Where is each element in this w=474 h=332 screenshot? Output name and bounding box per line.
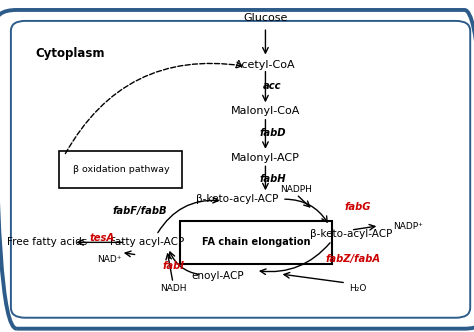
Text: fabI: fabI <box>162 261 184 271</box>
Text: tesA: tesA <box>89 233 115 243</box>
Text: H₂O: H₂O <box>349 284 366 293</box>
Text: Cytoplasm: Cytoplasm <box>36 46 105 60</box>
Text: β-keto-acyl-ACP: β-keto-acyl-ACP <box>310 229 392 239</box>
Text: Malonyl-CoA: Malonyl-CoA <box>231 106 300 116</box>
Text: NADH: NADH <box>160 284 186 293</box>
Text: β-keto-acyl-ACP: β-keto-acyl-ACP <box>196 194 278 204</box>
FancyBboxPatch shape <box>59 151 182 188</box>
Text: Glucose: Glucose <box>243 13 288 23</box>
Text: NADPH: NADPH <box>280 185 312 194</box>
Text: β oxidation pathway: β oxidation pathway <box>73 165 169 174</box>
Text: fabZ/fabA: fabZ/fabA <box>326 254 381 264</box>
Text: FA chain elongation: FA chain elongation <box>202 237 310 247</box>
Text: enoyl-ACP: enoyl-ACP <box>191 271 245 281</box>
Text: acc: acc <box>263 81 282 91</box>
Text: fabF/fabB: fabF/fabB <box>112 206 167 216</box>
Text: fabD: fabD <box>259 128 286 138</box>
Text: Fatty acyl-ACP: Fatty acyl-ACP <box>110 237 184 247</box>
Text: Malonyl-ACP: Malonyl-ACP <box>231 153 300 163</box>
Text: fabH: fabH <box>259 174 286 184</box>
Text: Acetyl-CoA: Acetyl-CoA <box>235 60 296 70</box>
Text: NAD⁺: NAD⁺ <box>97 255 121 264</box>
Text: NADP⁺: NADP⁺ <box>393 222 423 231</box>
Text: Free fatty acids: Free fatty acids <box>7 237 88 247</box>
FancyBboxPatch shape <box>180 221 332 264</box>
Text: fabG: fabG <box>345 203 371 212</box>
